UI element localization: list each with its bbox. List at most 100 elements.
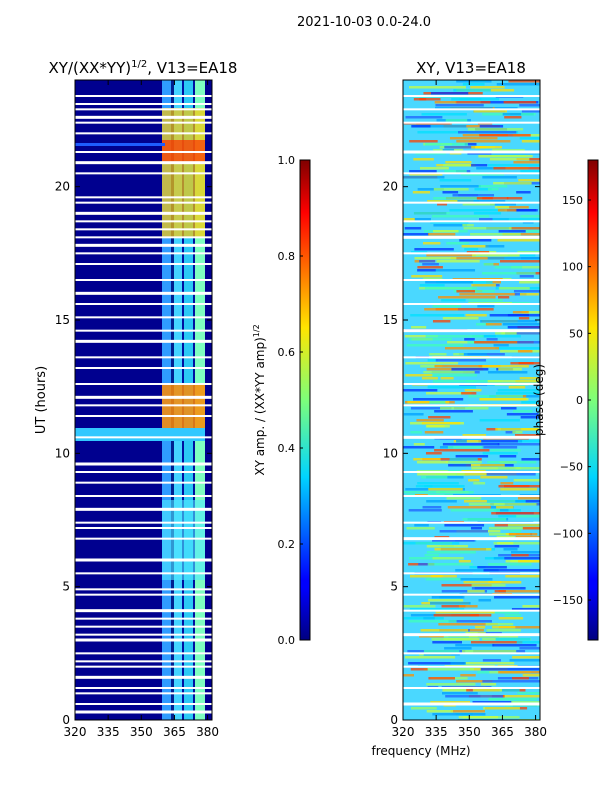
- amp-gap-row: [75, 263, 212, 265]
- phase-stripe: [444, 524, 485, 527]
- phase-stripe: [409, 140, 438, 143]
- phase-stripe: [459, 578, 493, 581]
- phase-stripe: [476, 167, 506, 170]
- phase-stripe: [477, 566, 507, 569]
- phase-stripe: [426, 254, 476, 257]
- phase-stripe: [498, 590, 540, 593]
- phase-stripe: [498, 515, 517, 518]
- amp-colorbar: [299, 159, 311, 641]
- phase-stripe: [409, 575, 443, 578]
- phase-stripe: [426, 551, 476, 554]
- amp-y-tick-label: 20: [55, 180, 70, 194]
- phase-stripe: [519, 230, 540, 233]
- phase-stripe: [428, 599, 464, 602]
- phase-stripe: [492, 644, 537, 647]
- phase-stripe: [504, 116, 522, 119]
- phase-stripe: [509, 659, 540, 662]
- phase-stripe: [420, 365, 443, 368]
- amp-data-gaps: [75, 95, 212, 714]
- phase-stripe: [417, 482, 459, 485]
- phase-stripe: [517, 341, 540, 344]
- phase-stripe: [519, 293, 539, 296]
- phase-stripe: [497, 206, 529, 209]
- phase-stripe: [480, 668, 540, 671]
- phase-stripe: [446, 242, 469, 245]
- phase-stripe: [453, 440, 482, 443]
- phase-stripe: [408, 509, 442, 512]
- phase-stripe: [504, 614, 522, 617]
- phase-gap-row: [403, 252, 540, 255]
- phase-stripe: [473, 482, 486, 485]
- phase-gap-row: [403, 150, 540, 154]
- phase-stripe: [432, 320, 451, 323]
- phase-stripe: [409, 170, 437, 173]
- phase-stripe: [411, 125, 431, 128]
- phase-stripe: [438, 623, 498, 626]
- phase-colorbar-ticks: −150 −100 −50 0 50 100 150: [553, 194, 591, 607]
- phase-stripe: [481, 446, 518, 449]
- phase-stripe: [403, 542, 460, 545]
- phase-stripe: [439, 179, 472, 182]
- amp-gap-row: [75, 507, 212, 511]
- phase-stripe: [461, 392, 477, 395]
- phase-stripe: [490, 449, 521, 452]
- phase-stripe: [505, 431, 516, 434]
- phase-stripe: [432, 230, 459, 233]
- phase-stripe: [404, 656, 456, 659]
- phase-stripe: [518, 560, 540, 563]
- amp-colorbar-ticks: 0.0 0.2 0.4 0.6 0.8 1.0: [278, 154, 303, 647]
- phase-stripe: [493, 182, 532, 185]
- amp-y-ticks: 0 5 10 15 20: [55, 180, 212, 727]
- amp-axes-frame: [74, 79, 213, 721]
- phase-stripe: [506, 413, 539, 416]
- amp-gap-row: [75, 228, 212, 231]
- phase-stripe: [487, 461, 537, 464]
- phase-stripe: [468, 503, 505, 506]
- phase-stripe: [476, 197, 509, 200]
- phase-stripe: [412, 125, 467, 128]
- phase-stripe: [480, 683, 497, 686]
- phase-y-tick-label: 20: [383, 180, 398, 194]
- phase-stripe: [410, 668, 428, 671]
- phase-stripe: [497, 443, 540, 446]
- phase-stripe: [467, 128, 524, 131]
- phase-stripe: [493, 557, 540, 560]
- amp-gap-row: [75, 471, 212, 473]
- phase-stripe: [507, 209, 538, 212]
- phase-stripe: [422, 242, 441, 245]
- phase-stripe: [479, 398, 527, 401]
- phase-stripe: [432, 557, 464, 560]
- phase-stripe: [445, 347, 500, 350]
- phase-stripe: [437, 203, 448, 206]
- phase-stripe: [456, 80, 492, 83]
- phase-stripe: [430, 602, 471, 605]
- amp-gap-row: [75, 660, 212, 663]
- phase-stripe: [503, 101, 537, 104]
- phase-stripe: [441, 605, 466, 608]
- phase-colorbar-tick-label: 50: [569, 327, 583, 340]
- phase-stripe: [509, 530, 522, 533]
- phase-gap-row: [403, 172, 540, 175]
- phase-stripe: [512, 656, 540, 659]
- phase-stripe: [419, 167, 449, 170]
- phase-stripe: [471, 587, 521, 590]
- phase-stripe: [432, 539, 475, 542]
- phase-stripe: [472, 701, 513, 704]
- phase-stripe: [517, 350, 533, 353]
- phase-stripe: [417, 188, 444, 191]
- phase-x-tick-label: 335: [425, 725, 448, 739]
- phase-stripe: [518, 317, 530, 320]
- phase-stripe: [502, 113, 522, 116]
- phase-stripe: [515, 500, 540, 503]
- phase-stripe: [433, 224, 468, 227]
- phase-stripe: [458, 560, 471, 563]
- phase-stripe: [485, 323, 502, 326]
- phase-gap-row: [403, 303, 540, 305]
- phase-stripe: [482, 365, 529, 368]
- amp-gap-row: [75, 291, 212, 295]
- phase-stripe: [498, 368, 522, 371]
- phase-y-tick-label: 10: [383, 446, 398, 460]
- phase-stripe: [494, 206, 510, 209]
- phase-gap-row: [403, 633, 540, 637]
